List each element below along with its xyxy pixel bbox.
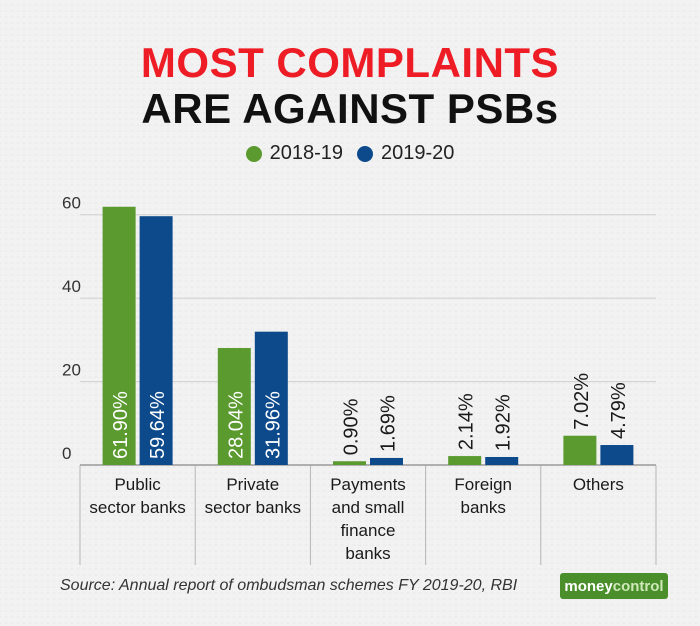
data-label-2018-19-0: 61.90% [110, 391, 132, 459]
category-label-3-0: Foreign [454, 475, 512, 494]
legend: 2018-19 2019-20 [0, 142, 700, 165]
y-tick-label-20: 20 [62, 361, 81, 380]
category-label-1-0: Private [226, 475, 279, 494]
y-tick-label-60: 60 [62, 194, 81, 213]
category-label-0-1: sector banks [89, 498, 185, 517]
data-label-2018-19-2: 0.90% [341, 398, 363, 455]
title-line-1: MOST COMPLAINTS [140, 39, 560, 86]
title-line-2: ARE AGAINST PSBs [141, 85, 559, 132]
bar-2018-19-3 [448, 456, 482, 465]
data-label-2019-20-0: 59.64% [147, 391, 169, 459]
data-label-2019-20-1: 31.96% [262, 391, 284, 459]
category-label-4-0: Others [573, 475, 624, 494]
category-label-2-0: Payments [330, 475, 406, 494]
category-label-2-2: finance [341, 521, 396, 540]
category-label-2-3: banks [345, 544, 390, 563]
data-label-2019-20-3: 1.92% [493, 394, 515, 451]
source-note: Source: Annual report of ombudsman schem… [60, 577, 518, 594]
bar-2018-19-2 [333, 461, 366, 465]
moneycontrol-logo: money control [560, 573, 668, 599]
bar-2019-20-0 [139, 216, 173, 465]
y-tick-label-0: 0 [62, 444, 71, 463]
data-label-2018-19-3: 2.14% [456, 393, 478, 450]
legend-dot-2018-19 [245, 145, 262, 162]
data-label-2019-20-2: 1.69% [378, 395, 400, 452]
bar-2019-20-1 [254, 331, 288, 465]
bar-2018-19-4 [563, 435, 597, 465]
category-label-0-0: Public [114, 475, 161, 494]
bar-2018-19-0 [102, 206, 136, 466]
legend-item-2018-19: 2018-19 [245, 142, 343, 165]
category-label-1-1: sector banks [205, 498, 301, 517]
data-label-2018-19-1: 28.04% [225, 391, 247, 459]
legend-dot-2019-20 [357, 145, 373, 162]
legend-label-2018-19: 2018-19 [269, 142, 343, 164]
bar-2019-20-2 [370, 457, 403, 465]
logo-part-2: control [612, 577, 664, 595]
category-label-3-1: banks [461, 498, 506, 517]
data-label-2018-19-4: 7.02% [571, 373, 593, 430]
category-label-2-1: and small [332, 498, 405, 517]
bar-2018-19-1 [217, 348, 251, 465]
data-label-2019-20-4: 4.79% [608, 382, 630, 439]
logo-part-1: money [564, 577, 613, 595]
legend-item-2019-20: 2019-20 [357, 142, 454, 165]
y-tick-label-40: 40 [62, 277, 81, 296]
bar-2019-20-3 [485, 456, 519, 465]
bar-2019-20-4 [600, 445, 634, 465]
legend-label-2019-20: 2019-20 [381, 142, 455, 164]
